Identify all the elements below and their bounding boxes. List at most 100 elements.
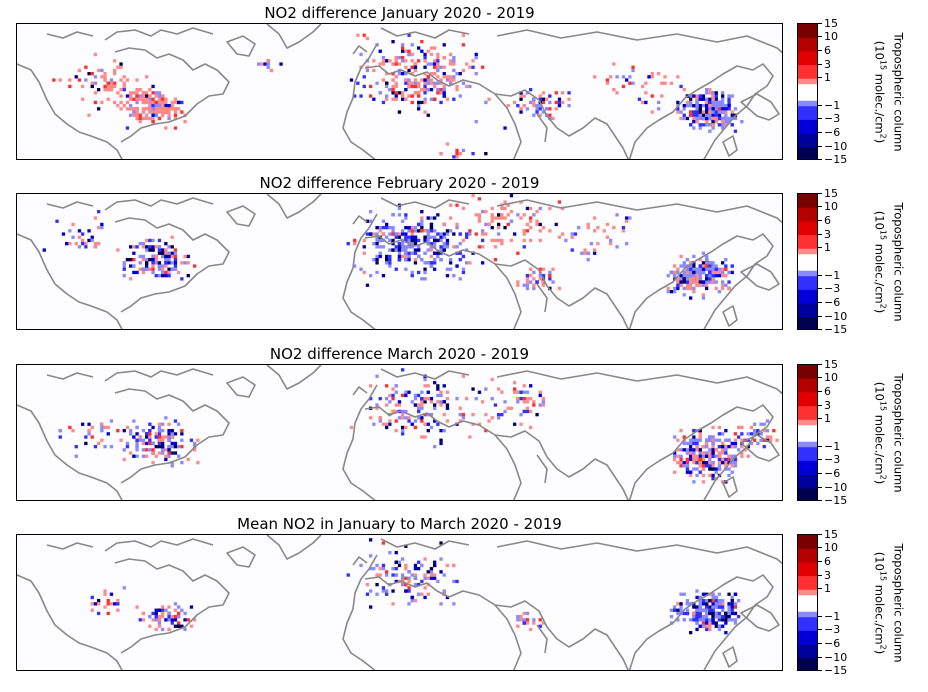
colorbar-bin bbox=[798, 644, 817, 659]
colorbar-tick-label: −3 bbox=[818, 283, 840, 294]
colorbar-tick-label: −15 bbox=[818, 495, 847, 506]
colorbar-label: Tropospheric column (1015 molec./cm2) bbox=[872, 542, 906, 663]
colorbar-zero-bin bbox=[798, 595, 817, 612]
colorbar-bin bbox=[798, 406, 817, 421]
colorbar-bin bbox=[798, 460, 817, 476]
colorbar bbox=[797, 23, 818, 160]
no2-pixels bbox=[42, 194, 734, 300]
colorbar-zero-bin bbox=[798, 425, 817, 442]
panel-title: NO2 difference March 2020 - 2019 bbox=[269, 345, 530, 363]
colorbar-tick-label: 10 bbox=[818, 542, 838, 553]
colorbar bbox=[797, 534, 818, 671]
colorbar bbox=[797, 364, 818, 501]
colorbar-tick-label: 6 bbox=[818, 45, 831, 56]
colorbar-zero-bin bbox=[798, 254, 817, 271]
colorbar-bin bbox=[798, 147, 817, 159]
coastlines bbox=[17, 535, 782, 670]
colorbar-zero-bin bbox=[798, 84, 817, 101]
colorbar-tick-label: −6 bbox=[818, 638, 840, 649]
colorbar-bin bbox=[798, 119, 817, 135]
map-area bbox=[16, 364, 783, 501]
colorbar-tick-label: 1 bbox=[818, 583, 831, 594]
colorbar-tick-label: −6 bbox=[818, 297, 840, 308]
colorbar-tick-label: 1 bbox=[818, 72, 831, 83]
colorbar-tick-label: 6 bbox=[818, 556, 831, 567]
map-area bbox=[16, 23, 783, 160]
panel-title: Mean NO2 in January to March 2020 - 2019 bbox=[237, 515, 562, 533]
no2-pixels bbox=[58, 368, 779, 484]
colorbar-tick-label: 6 bbox=[818, 386, 831, 397]
colorbar-tick-label: 1 bbox=[818, 242, 831, 253]
colorbar-label: Tropospheric column (1015 molec./cm2) bbox=[872, 372, 906, 493]
colorbar-tick-label: 3 bbox=[818, 400, 831, 411]
colorbar-bin bbox=[798, 548, 817, 563]
colorbar-tick-label: 6 bbox=[818, 215, 831, 226]
map-panel: NO2 difference February 2020 - 2019 15 10 6… bbox=[0, 170, 928, 340]
colorbar-tick-label: −15 bbox=[818, 324, 847, 335]
colorbar-tick-label: −15 bbox=[818, 665, 847, 676]
colorbar-tick-label: −6 bbox=[818, 468, 840, 479]
map-panel: NO2 difference March 2020 - 2019 15 10 6 3 1 −… bbox=[0, 341, 928, 511]
colorbar-label: Tropospheric column (1015 molec./cm2) bbox=[872, 201, 906, 322]
colorbar-bin bbox=[798, 65, 817, 80]
map-canvas bbox=[17, 24, 782, 159]
map-area bbox=[16, 193, 783, 330]
colorbar-bin bbox=[798, 289, 817, 305]
colorbar bbox=[797, 193, 818, 330]
map-canvas bbox=[17, 365, 782, 500]
panel-title: NO2 difference January 2020 - 2019 bbox=[264, 4, 535, 22]
colorbar-tick-label: 10 bbox=[818, 31, 838, 42]
colorbar-bin bbox=[798, 630, 817, 646]
colorbar-tick-label: 15 bbox=[818, 359, 838, 370]
map-area bbox=[16, 534, 783, 671]
colorbar-bin bbox=[798, 207, 817, 222]
colorbar-bin bbox=[798, 562, 817, 577]
colorbar-bin bbox=[798, 617, 817, 632]
colorbar-bin bbox=[798, 658, 817, 670]
map-canvas bbox=[17, 194, 782, 329]
colorbar-bin bbox=[798, 488, 817, 500]
colorbar-tick-label: 15 bbox=[818, 188, 838, 199]
colorbar-bin bbox=[798, 276, 817, 291]
colorbar-tick-label: −10 bbox=[818, 482, 847, 493]
colorbar-bin bbox=[798, 535, 817, 550]
colorbar-tick-label: 3 bbox=[818, 229, 831, 240]
colorbar-tick-label: 10 bbox=[818, 201, 838, 212]
colorbar-tick-label: −3 bbox=[818, 624, 840, 635]
map-panel: NO2 difference January 2020 - 2019 15 10 6 3… bbox=[0, 0, 928, 170]
colorbar-tick-label: −3 bbox=[818, 113, 840, 124]
colorbar-tick-label: 3 bbox=[818, 59, 831, 70]
colorbar-tick-label: −15 bbox=[818, 154, 847, 165]
colorbar-tick-label: 10 bbox=[818, 372, 838, 383]
colorbar-label: Tropospheric column (1015 molec./cm2) bbox=[872, 31, 906, 152]
colorbar-bin bbox=[798, 303, 817, 318]
panel-title: NO2 difference February 2020 - 2019 bbox=[259, 174, 540, 192]
map-canvas bbox=[17, 535, 782, 670]
colorbar-bin bbox=[798, 221, 817, 236]
colorbar-tick-label: 3 bbox=[818, 570, 831, 581]
no2-pixels bbox=[52, 33, 744, 159]
colorbar-tick-label: −10 bbox=[818, 311, 847, 322]
colorbar-tick-label: −1 bbox=[818, 611, 840, 622]
colorbar-tick-label: −10 bbox=[818, 652, 847, 663]
colorbar-bin bbox=[798, 51, 817, 66]
colorbar-tick-label: 15 bbox=[818, 18, 838, 29]
colorbar-tick-label: 15 bbox=[818, 529, 838, 540]
colorbar-bin bbox=[798, 133, 817, 148]
colorbar-bin bbox=[798, 106, 817, 121]
colorbar-tick-label: −1 bbox=[818, 270, 840, 281]
colorbar-bin bbox=[798, 378, 817, 393]
map-panel: Mean NO2 in January to March 2020 - 2019… bbox=[0, 511, 928, 681]
colorbar-tick-label: −10 bbox=[818, 141, 847, 152]
colorbar-bin bbox=[798, 37, 817, 52]
colorbar-tick-label: −6 bbox=[818, 127, 840, 138]
colorbar-bin bbox=[798, 576, 817, 591]
colorbar-bin bbox=[798, 447, 817, 462]
colorbar-tick-label: 1 bbox=[818, 413, 831, 424]
colorbar-bin bbox=[798, 392, 817, 407]
colorbar-bin bbox=[798, 235, 817, 250]
colorbar-bin bbox=[798, 194, 817, 209]
colorbar-tick-label: −3 bbox=[818, 454, 840, 465]
colorbar-bin bbox=[798, 474, 817, 489]
colorbar-bin bbox=[798, 317, 817, 329]
